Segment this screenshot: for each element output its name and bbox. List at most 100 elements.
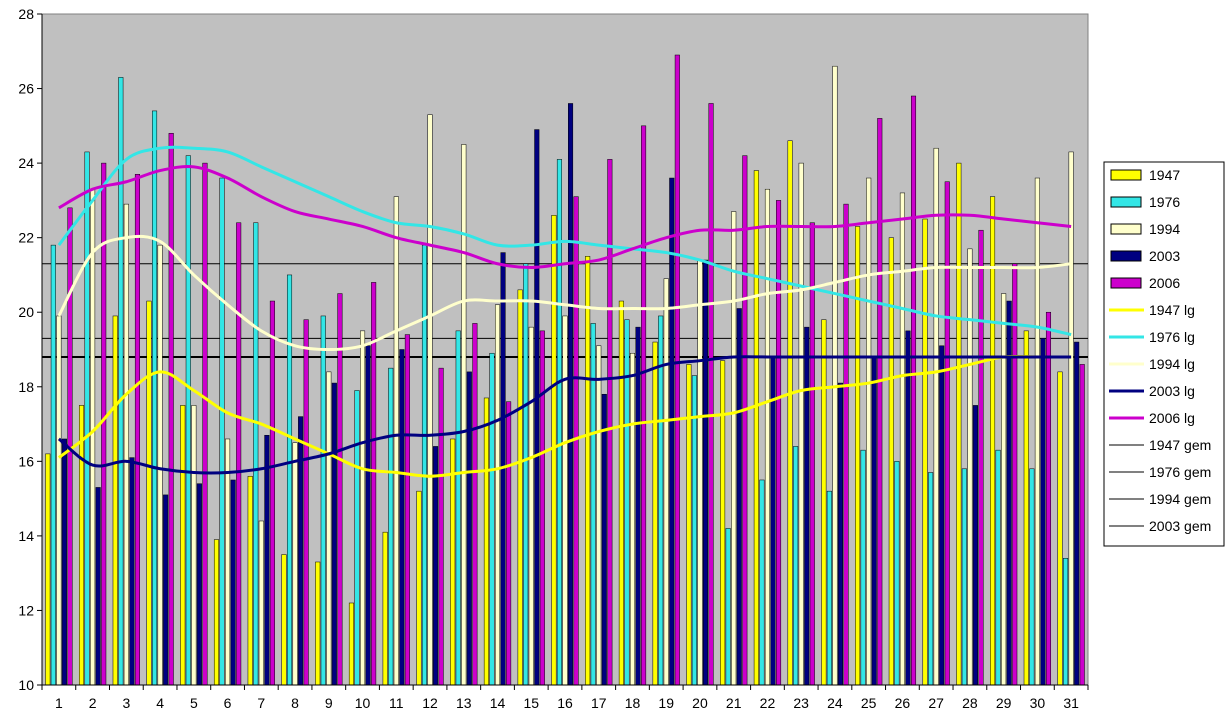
bar-2006-day-18 [641, 125, 647, 686]
bar-1976-day-21 [725, 528, 731, 686]
y-tick-label: 16 [18, 453, 34, 469]
bar-2003-day-10 [365, 345, 371, 686]
bar-2003-day-16 [568, 103, 574, 686]
bar-1947-day-22 [753, 170, 759, 686]
bar-1947-day-13 [450, 438, 456, 686]
bar-2003-day-28 [972, 405, 978, 686]
bar-2006-day-11 [404, 334, 410, 686]
bar-2003-day-29 [1006, 300, 1012, 686]
bar-2003-day-4 [163, 494, 169, 686]
legend-label: 1976 lg [1149, 329, 1195, 345]
bar-1947-day-6 [213, 539, 220, 686]
bar-1994-day-4 [157, 244, 163, 686]
bar-1994-day-29 [1001, 293, 1007, 686]
bar-1994-day-22 [764, 188, 770, 686]
bar-1947-day-25 [855, 226, 861, 686]
bar-1976-day-10 [354, 390, 360, 686]
x-tick-label: 3 [122, 695, 130, 711]
bar-2003-day-9 [331, 382, 337, 686]
x-tick-label: 24 [827, 695, 843, 711]
bar-1947-day-27 [922, 218, 928, 686]
bar-2006-day-17 [607, 159, 613, 686]
x-tick-label: 30 [1030, 695, 1046, 711]
bar-2006-day-30 [1045, 311, 1052, 686]
x-tick-label: 6 [224, 695, 232, 711]
legend-label: 1976 [1149, 194, 1180, 210]
bar-2003-day-11 [399, 349, 405, 686]
bar-1976-day-3 [118, 77, 124, 686]
bar-1947-day-11 [382, 531, 388, 686]
bar-1947-day-14 [483, 397, 489, 686]
bar-1976-day-5 [185, 155, 191, 686]
bar-1947-day-18 [618, 300, 624, 686]
x-tick-label: 26 [895, 695, 911, 711]
bar-1994-day-8 [292, 442, 298, 686]
x-tick-label: 14 [490, 695, 506, 711]
legend-label: 2003 gem [1149, 518, 1211, 534]
bar-2006-day-8 [303, 319, 309, 686]
bar-1947-day-20 [686, 364, 692, 686]
bar-1994-day-23 [798, 162, 804, 686]
trend-line-2003-lg [57, 355, 1072, 475]
legend-label: 1947 [1149, 167, 1180, 183]
bar-1976-day-22 [759, 479, 765, 686]
x-tick-label: 15 [523, 695, 539, 711]
bar-2003-day-25 [871, 356, 877, 686]
bar-1976-day-4 [152, 110, 158, 686]
x-tick-label: 20 [692, 695, 708, 711]
bar-2003-day-21 [736, 308, 742, 686]
bar-1947-day-5 [180, 405, 186, 686]
legend: 1947 1976 1994 2003 2006 1947 lg 1976 lg 1994 l… [1103, 161, 1225, 547]
bar-2003-day-17 [601, 393, 607, 686]
bar-2006-day-15 [539, 330, 545, 686]
x-tick-label: 9 [325, 695, 333, 711]
x-tick-label: 5 [190, 695, 198, 711]
y-tick-label: 24 [18, 155, 34, 171]
bar-2006-day-29 [1012, 263, 1018, 686]
bar-2003-day-27 [939, 345, 945, 686]
bar-1976-day-7 [253, 222, 259, 686]
bar-1947-day-23 [787, 140, 793, 686]
bar-2003-day-18 [635, 326, 641, 686]
bar-2006-day-13 [472, 323, 478, 686]
bar-1976-day-25 [860, 449, 866, 686]
legend-label: 2006 lg [1149, 410, 1195, 426]
legend-label: 1947 gem [1149, 437, 1211, 453]
bar-2003-day-8 [298, 416, 304, 686]
bar-1976-day-20 [691, 375, 697, 686]
legend-label: 2003 [1149, 248, 1180, 264]
x-tick-label: 1 [55, 695, 63, 711]
legend-box [1103, 161, 1225, 547]
bar-1976-day-23 [793, 446, 799, 686]
bar-1947-day-1 [45, 453, 51, 686]
bar-2006-day-26 [910, 95, 917, 686]
x-tick-label: 28 [962, 695, 978, 711]
legend-label: 1947 lg [1149, 302, 1195, 318]
trend-line-1994-lg [57, 234, 1072, 351]
x-tick-label: 23 [793, 695, 809, 711]
bar-1947-day-31 [1057, 371, 1063, 686]
bar-2006-day-20 [708, 103, 714, 686]
bar-1994-day-24 [832, 65, 838, 686]
x-tick-label: 4 [156, 695, 164, 711]
bar-1976-day-28 [961, 468, 967, 686]
bar-1994-day-31 [1068, 151, 1074, 686]
bar-1976-day-12 [421, 244, 428, 686]
x-tick-label: 25 [861, 695, 877, 711]
bar-1976-day-15 [523, 263, 529, 686]
bar-1976-day-27 [928, 472, 934, 686]
bar-2003-day-3 [129, 457, 135, 686]
bar-1994-day-10 [360, 330, 366, 686]
legend-label: 1994 gem [1149, 491, 1211, 507]
bar-1994-day-20 [697, 259, 703, 686]
x-tick-label: 17 [591, 695, 607, 711]
bar-1976-day-8 [286, 274, 293, 686]
x-tick-label: 31 [1063, 695, 1079, 711]
bar-2006-day-14 [506, 401, 512, 686]
bar-2006-day-27 [944, 181, 950, 686]
bar-1994-day-9 [326, 371, 332, 686]
legend-label: 1976 gem [1149, 464, 1211, 480]
x-tick-label: 7 [257, 695, 265, 711]
legend-swatch [1110, 196, 1142, 208]
